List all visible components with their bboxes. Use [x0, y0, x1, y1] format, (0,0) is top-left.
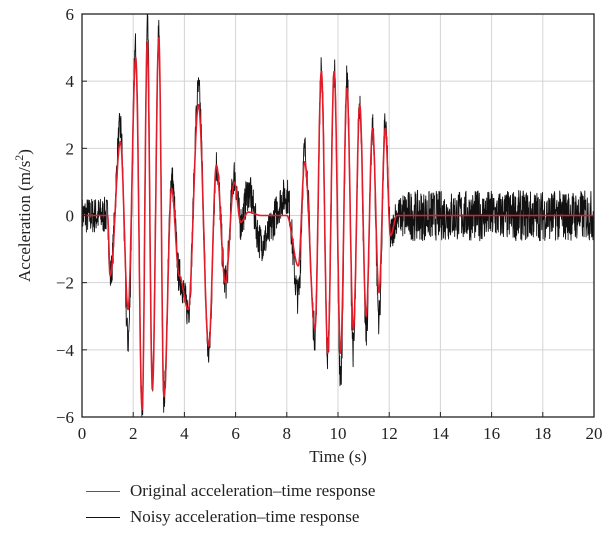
- x-tick-label: 0: [78, 424, 87, 443]
- y-tick-label: 0: [66, 207, 75, 226]
- legend-label-original: Original acceleration–time response: [130, 481, 376, 500]
- x-tick-label: 12: [381, 424, 398, 443]
- x-tick-label: 6: [231, 424, 240, 443]
- y-tick-label: 6: [66, 5, 75, 24]
- legend-item-noisy: Noisy acceleration–time response: [86, 504, 375, 530]
- x-tick-label: 8: [283, 424, 292, 443]
- x-tick-label: 14: [432, 424, 450, 443]
- series-layer: [81, 13, 595, 418]
- acceleration-chart: 0 2 4 6 8 10 12 14 16 18 20 −6 −4 −2 0 2 4 6 Time (s) Acc…: [12, 5, 603, 466]
- x-tick-label: 20: [586, 424, 603, 443]
- tick-labels: 0 2 4 6 8 10 12 14 16 18 20 −6 −4 −2 0 2 4 6: [56, 5, 603, 443]
- legend-item-original: Original acceleration–time response: [86, 478, 375, 504]
- legend-swatch-original: [86, 490, 120, 492]
- original-series-line: [81, 36, 595, 411]
- x-tick-label: 4: [180, 424, 189, 443]
- x-axis-label: Time (s): [309, 447, 366, 466]
- x-tick-label: 16: [483, 424, 500, 443]
- x-tick-label: 2: [129, 424, 138, 443]
- y-tick-label: −2: [56, 274, 74, 293]
- y-axis-label: Acceleration (m/s2): [12, 149, 34, 282]
- x-tick-label: 10: [330, 424, 347, 443]
- y-tick-label: −4: [56, 341, 75, 360]
- legend-swatch-noisy: [86, 516, 120, 518]
- x-tick-label: 18: [534, 424, 551, 443]
- y-tick-label: 2: [66, 139, 75, 158]
- y-tick-label: 4: [66, 72, 75, 91]
- legend-label-noisy: Noisy acceleration–time response: [130, 507, 360, 526]
- y-tick-label: −6: [56, 408, 74, 427]
- legend: Original acceleration–time response Nois…: [86, 478, 375, 530]
